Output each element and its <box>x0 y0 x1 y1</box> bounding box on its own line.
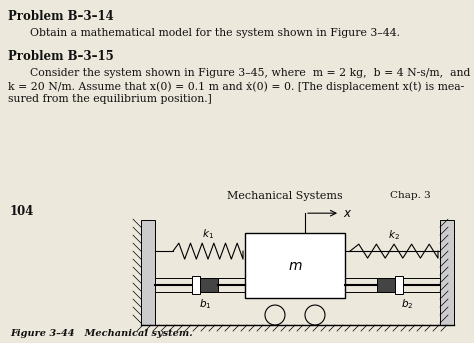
Text: Obtain a mathematical model for the system shown in Figure 3–44.: Obtain a mathematical model for the syst… <box>30 28 400 38</box>
Text: Mechanical Systems: Mechanical Systems <box>227 191 343 201</box>
Text: $k_2$: $k_2$ <box>388 228 400 242</box>
Text: 104: 104 <box>10 205 35 218</box>
Text: Chap. 3: Chap. 3 <box>390 191 431 200</box>
Text: k = 20 N/m. Assume that x(0) = 0.1 m and ẋ(0) = 0. [The displacement x(t) is mea: k = 20 N/m. Assume that x(0) = 0.1 m and… <box>8 81 464 92</box>
Text: $b_1$: $b_1$ <box>199 297 211 311</box>
Bar <box>395 276 403 294</box>
Text: Figure 3–44   Mechanical system.: Figure 3–44 Mechanical system. <box>10 329 192 338</box>
Text: $m$: $m$ <box>288 259 302 273</box>
Bar <box>245 233 345 298</box>
Text: $k_1$: $k_1$ <box>202 227 214 241</box>
Text: $x$: $x$ <box>343 207 352 220</box>
Bar <box>377 278 395 292</box>
Bar <box>141 220 155 325</box>
Text: $b_2$: $b_2$ <box>401 297 413 311</box>
Text: Problem B–3–15: Problem B–3–15 <box>8 50 114 63</box>
Bar <box>200 278 218 292</box>
Text: Consider the system shown in Figure 3–45, where  m = 2 kg,  b = 4 N-s/m,  and: Consider the system shown in Figure 3–45… <box>30 68 470 78</box>
Text: Problem B–3–14: Problem B–3–14 <box>8 10 114 23</box>
Bar <box>440 220 454 325</box>
Text: sured from the equilibrium position.]: sured from the equilibrium position.] <box>8 94 212 104</box>
Bar <box>192 276 200 294</box>
